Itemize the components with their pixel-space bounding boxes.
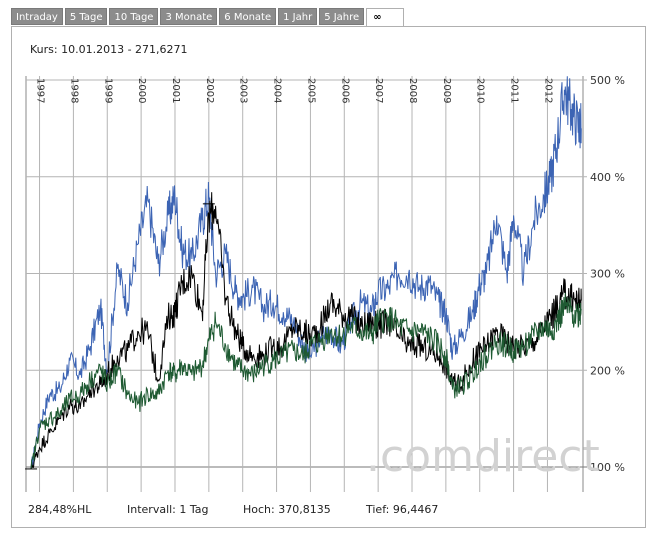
x-tick-label: 2010 <box>475 78 486 103</box>
interval-stat: Intervall: 1 Tag <box>127 503 209 516</box>
tab-10-tage[interactable]: 10 Tage <box>109 8 159 25</box>
y-tick-label: 400 % <box>590 171 625 184</box>
y-tick-label: 300 % <box>590 268 625 281</box>
x-tick-label: 2009 <box>441 78 452 103</box>
comdirect-watermark: .comdirect <box>366 431 600 482</box>
tab-max[interactable]: ∞ <box>366 8 405 27</box>
low-stat: Tief: 96,4467 <box>366 503 439 516</box>
x-tick-label: 1998 <box>68 78 79 103</box>
change-stat: 284,48%HL <box>28 503 92 516</box>
x-tick-label: 2011 <box>509 78 520 103</box>
x-tick-label: 2012 <box>542 78 553 103</box>
x-tick-label: 2002 <box>204 78 215 103</box>
x-tick-label: 1999 <box>102 78 113 103</box>
x-tick-label: 1997 <box>35 78 46 103</box>
x-tick-label: 2006 <box>339 78 350 103</box>
series-line-3 <box>30 292 582 469</box>
series-line-1 <box>30 76 582 469</box>
tab-6-monate[interactable]: 6 Monate <box>219 8 277 25</box>
tab-5-jahre[interactable]: 5 Jahre <box>319 8 365 25</box>
period-tabs: Intraday 5 Tage 10 Tage 3 Monate 6 Monate 1 J… <box>11 8 406 27</box>
series-line-2 <box>30 192 582 469</box>
tab-1-jahr[interactable]: 1 Jahr <box>278 8 318 25</box>
tab-3-monate[interactable]: 3 Monate <box>160 8 218 25</box>
tab-5-tage[interactable]: 5 Tage <box>64 8 108 25</box>
x-tick-label: 2005 <box>305 78 316 103</box>
y-tick-label: 100 % <box>590 461 625 474</box>
high-stat: Hoch: 370,8135 <box>243 503 331 516</box>
x-tick-label: 2007 <box>373 78 384 103</box>
price-label: Kurs: 10.01.2013 - 271,6271 <box>30 43 188 56</box>
x-tick-label: 2008 <box>407 78 418 103</box>
x-tick-label: 2003 <box>238 78 249 103</box>
x-tick-label: 2004 <box>272 78 283 103</box>
y-tick-label: 200 % <box>590 364 625 377</box>
x-tick-label: 2001 <box>170 78 181 103</box>
x-tick-label: 2000 <box>136 78 147 103</box>
chart-panel <box>11 26 646 528</box>
tab-intraday[interactable]: Intraday <box>11 8 63 25</box>
y-tick-label: 500 % <box>590 74 625 87</box>
